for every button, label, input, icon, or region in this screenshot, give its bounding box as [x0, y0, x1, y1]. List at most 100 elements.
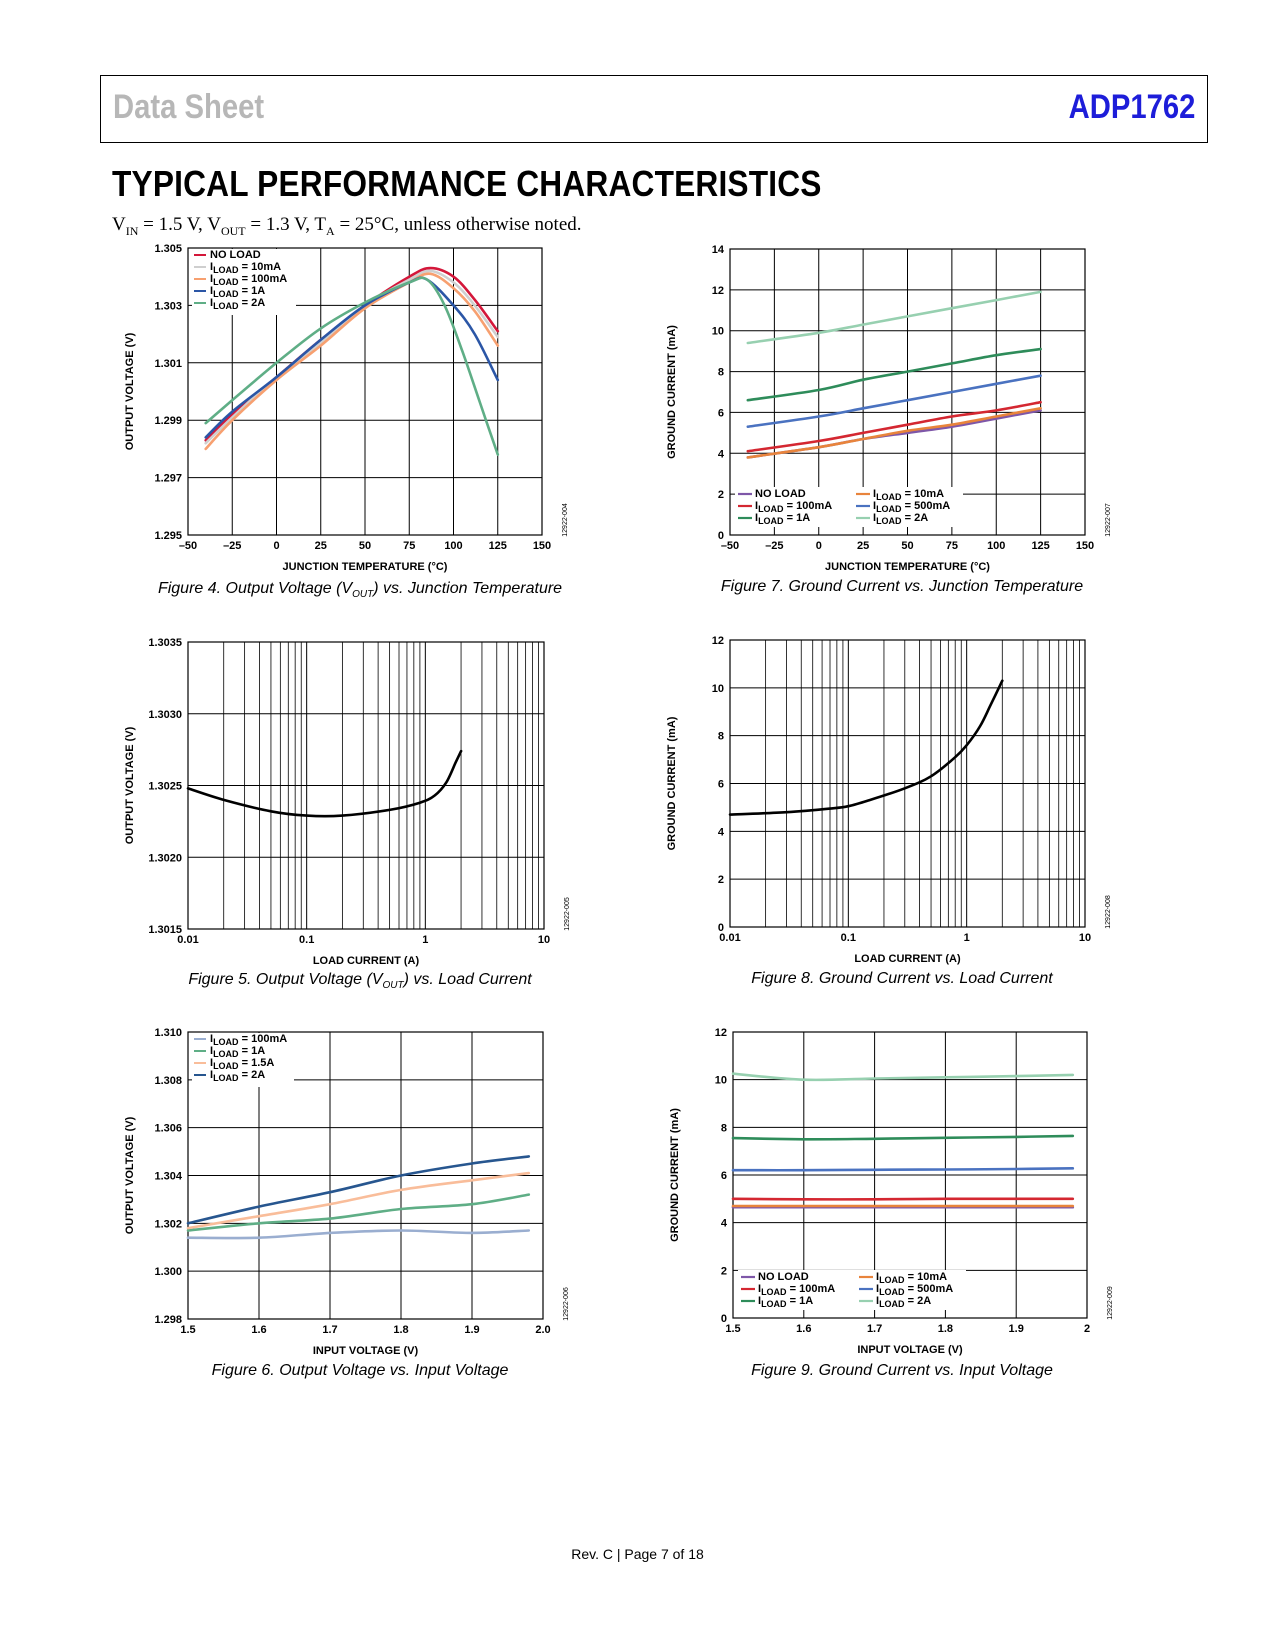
- y-tick-label: 1.3025: [148, 781, 182, 793]
- y-axis-label: GROUND CURRENT (mA): [669, 1108, 681, 1242]
- series-line: [731, 1167, 1075, 1172]
- y-tick-label: 1.301: [154, 358, 182, 370]
- legend-label: NO LOAD: [755, 488, 806, 500]
- y-tick-label: 1.303: [154, 300, 182, 312]
- x-tick-label: 1.6: [251, 1324, 266, 1336]
- x-tick-label: 0.1: [299, 934, 314, 946]
- y-tick-label: 1.298: [154, 1314, 182, 1326]
- x-tick-label: 150: [1076, 540, 1094, 552]
- series-group: [746, 290, 1042, 459]
- y-tick-label: 8: [721, 1122, 727, 1134]
- page-footer: Rev. C | Page 7 of 18: [571, 1546, 704, 1562]
- x-tick-label: 1.6: [796, 1323, 811, 1335]
- y-tick-label: 6: [721, 1170, 727, 1182]
- x-tick-label: –50: [721, 540, 739, 552]
- plot-frame: [187, 641, 545, 930]
- series-line: [746, 347, 1042, 402]
- series-line: [731, 1134, 1075, 1141]
- x-tick-label: 0: [816, 540, 822, 552]
- y-tick-label: 4: [718, 826, 725, 838]
- legend-label: ILOAD = 100mA: [755, 500, 832, 514]
- series-line: [186, 1171, 531, 1230]
- y-tick-label: 1.305: [154, 243, 182, 255]
- legend-label: ILOAD = 10mA: [873, 488, 944, 502]
- x-tick-label: 1.8: [938, 1323, 953, 1335]
- series-line: [186, 1155, 531, 1225]
- x-tick-label: 100: [444, 540, 462, 552]
- x-tick-label: 125: [489, 540, 507, 552]
- chart-svg: 1.5 1.6 1.7 1.8 1.9 2.0 1.298 1.300 1.302 1.304 1.…: [124, 1027, 570, 1357]
- plot-frame: [729, 248, 1086, 536]
- series-line: [204, 276, 500, 456]
- legend-label: ILOAD = 1.5A: [210, 1057, 274, 1071]
- y-tick-label: 2: [718, 489, 724, 501]
- y-tick-label: 1.310: [154, 1027, 182, 1039]
- x-tick-label: 1.5: [180, 1324, 195, 1336]
- legend-label: ILOAD = 100mA: [210, 273, 287, 287]
- x-tick-label: 50: [901, 540, 913, 552]
- series-line: [746, 374, 1042, 428]
- caption-fig4: Figure 4. Output Voltage (VOUT) vs. Junc…: [157, 580, 563, 601]
- x-tick-label: 10: [1079, 932, 1091, 944]
- caption-fig6: Figure 6. Output Voltage vs. Input Volta…: [211, 1362, 509, 1379]
- y-tick-label: 0: [721, 1313, 727, 1325]
- y-tick-label: 0: [718, 530, 724, 542]
- y-axis-label: OUTPUT VOLTAGE (V): [124, 726, 136, 844]
- legend-label: ILOAD = 1A: [755, 512, 810, 526]
- legend-label: ILOAD = 500mA: [876, 1283, 953, 1297]
- series-line: [746, 407, 1042, 459]
- legend-label: ILOAD = 1A: [210, 285, 265, 299]
- x-tick-label: 2.0: [535, 1324, 550, 1336]
- y-tick-label: 1.3035: [148, 637, 182, 649]
- chart-fig6: 1.5 1.6 1.7 1.8 1.9 2.0 1.298 1.300 1.302 1.304 1.…: [100, 1027, 600, 1368]
- header-part-number[interactable]: ADP1762: [1068, 88, 1195, 126]
- y-tick-label: 12: [712, 635, 724, 647]
- x-tick-label: 75: [403, 540, 415, 552]
- y-tick-label: 1.302: [154, 1218, 182, 1230]
- figure-code: 12922-007: [1105, 503, 1112, 537]
- series-group: [186, 1155, 531, 1240]
- plot-frame: [729, 639, 1086, 928]
- x-tick-label: 0.01: [177, 934, 198, 946]
- y-tick-label: 1.3015: [148, 924, 182, 936]
- chart-fig5: 0.01 0.1 1 10 1.3015 1.3020 1.3025 1.3030 1.3035…: [100, 637, 600, 978]
- figure-code: 12922-004: [562, 503, 569, 537]
- figure-code: 12922-005: [564, 897, 571, 931]
- y-tick-label: 10: [712, 326, 724, 338]
- y-tick-label: 1.3020: [148, 852, 182, 864]
- caption-fig7: Figure 7. Ground Current vs. Junction Te…: [720, 578, 1084, 595]
- chart-svg: 1.5 1.6 1.7 1.8 1.9 2 0 2 4 6 8 10 12 INPUT VOLTAGE (…: [669, 1027, 1114, 1356]
- x-tick-label: 0.1: [841, 932, 856, 944]
- x-axis-label: JUNCTION TEMPERATURE (°C): [283, 561, 448, 573]
- gridlines: [187, 641, 545, 930]
- x-axis-label: INPUT VOLTAGE (V): [313, 1345, 419, 1357]
- plot-frame: [187, 247, 543, 536]
- y-tick-label: 4: [721, 1218, 728, 1230]
- series-group: [186, 749, 463, 818]
- chart-svg: 0.01 0.1 1 10 0 2 4 6 8 10 12 LOAD CURRENT (A) GROUN…: [666, 635, 1112, 965]
- x-tick-label: –25: [765, 540, 783, 552]
- legend-label: NO LOAD: [758, 1271, 809, 1283]
- legend-background: [192, 249, 296, 315]
- x-tick-label: 1.7: [322, 1324, 337, 1336]
- series-line: [186, 1229, 531, 1240]
- y-tick-label: 2: [721, 1265, 727, 1277]
- figure-code: 12922-009: [1107, 1286, 1114, 1320]
- y-tick-label: 10: [712, 683, 724, 695]
- series-line: [746, 290, 1042, 345]
- legend-label: ILOAD = 1A: [210, 1045, 265, 1059]
- y-tick-label: 1.295: [154, 530, 182, 542]
- y-tick-label: 6: [718, 407, 724, 419]
- chart-fig9: 1.5 1.6 1.7 1.8 1.9 2 0 2 4 6 8 10 12 INPUT VOLTAGE (…: [660, 1027, 1160, 1368]
- legend-background: [738, 1270, 966, 1310]
- chart-fig7: –50 –25 0 25 50 75 100 125 150 0 2 4 6 8 10 12 14 JUNCTIO…: [660, 244, 1160, 585]
- series-line: [731, 1072, 1075, 1082]
- y-tick-label: 1.297: [154, 473, 182, 485]
- caption-fig8: Figure 8. Ground Current vs. Load Curren…: [751, 970, 1053, 987]
- x-tick-label: 75: [946, 540, 958, 552]
- chart-svg: 0.01 0.1 1 10 1.3015 1.3020 1.3025 1.3030 1.3035…: [124, 637, 571, 967]
- series-line: [731, 1197, 1075, 1201]
- header-doc-type: Data Sheet: [113, 88, 265, 126]
- x-tick-label: 25: [315, 540, 327, 552]
